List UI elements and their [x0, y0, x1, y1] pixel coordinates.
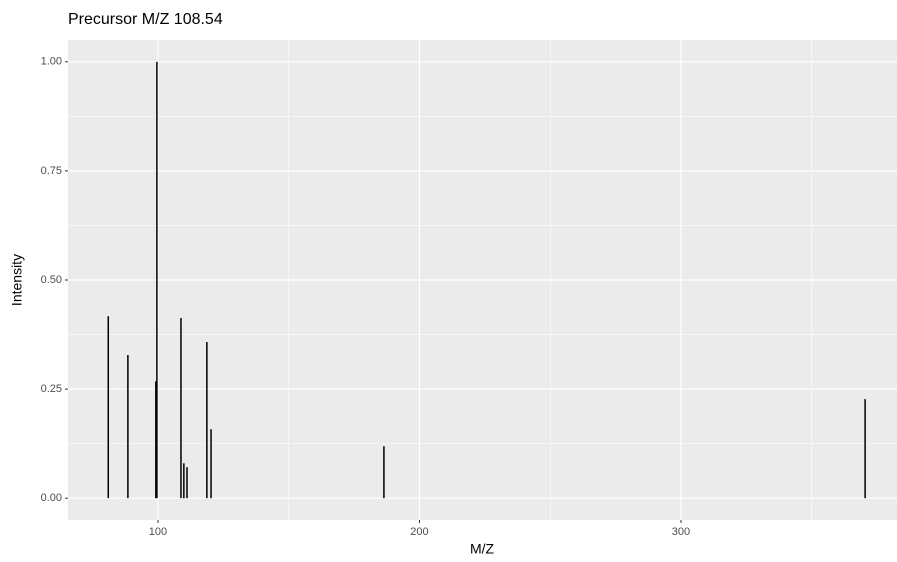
x-axis-label: M/Z — [470, 541, 495, 557]
x-tick-label: 200 — [410, 526, 428, 538]
chart-title: Precursor M/Z 108.54 — [68, 11, 223, 28]
x-tick-label: 100 — [149, 526, 167, 538]
x-tick-label: 300 — [672, 526, 690, 538]
y-tick-label: 1.00 — [41, 56, 62, 68]
y-tick-label: 0.50 — [41, 274, 62, 286]
y-axis-label: Intensity — [9, 254, 25, 306]
y-tick-label: 0.00 — [41, 492, 62, 504]
y-tick-label: 0.25 — [41, 383, 62, 395]
y-tick-label: 0.75 — [41, 165, 62, 177]
